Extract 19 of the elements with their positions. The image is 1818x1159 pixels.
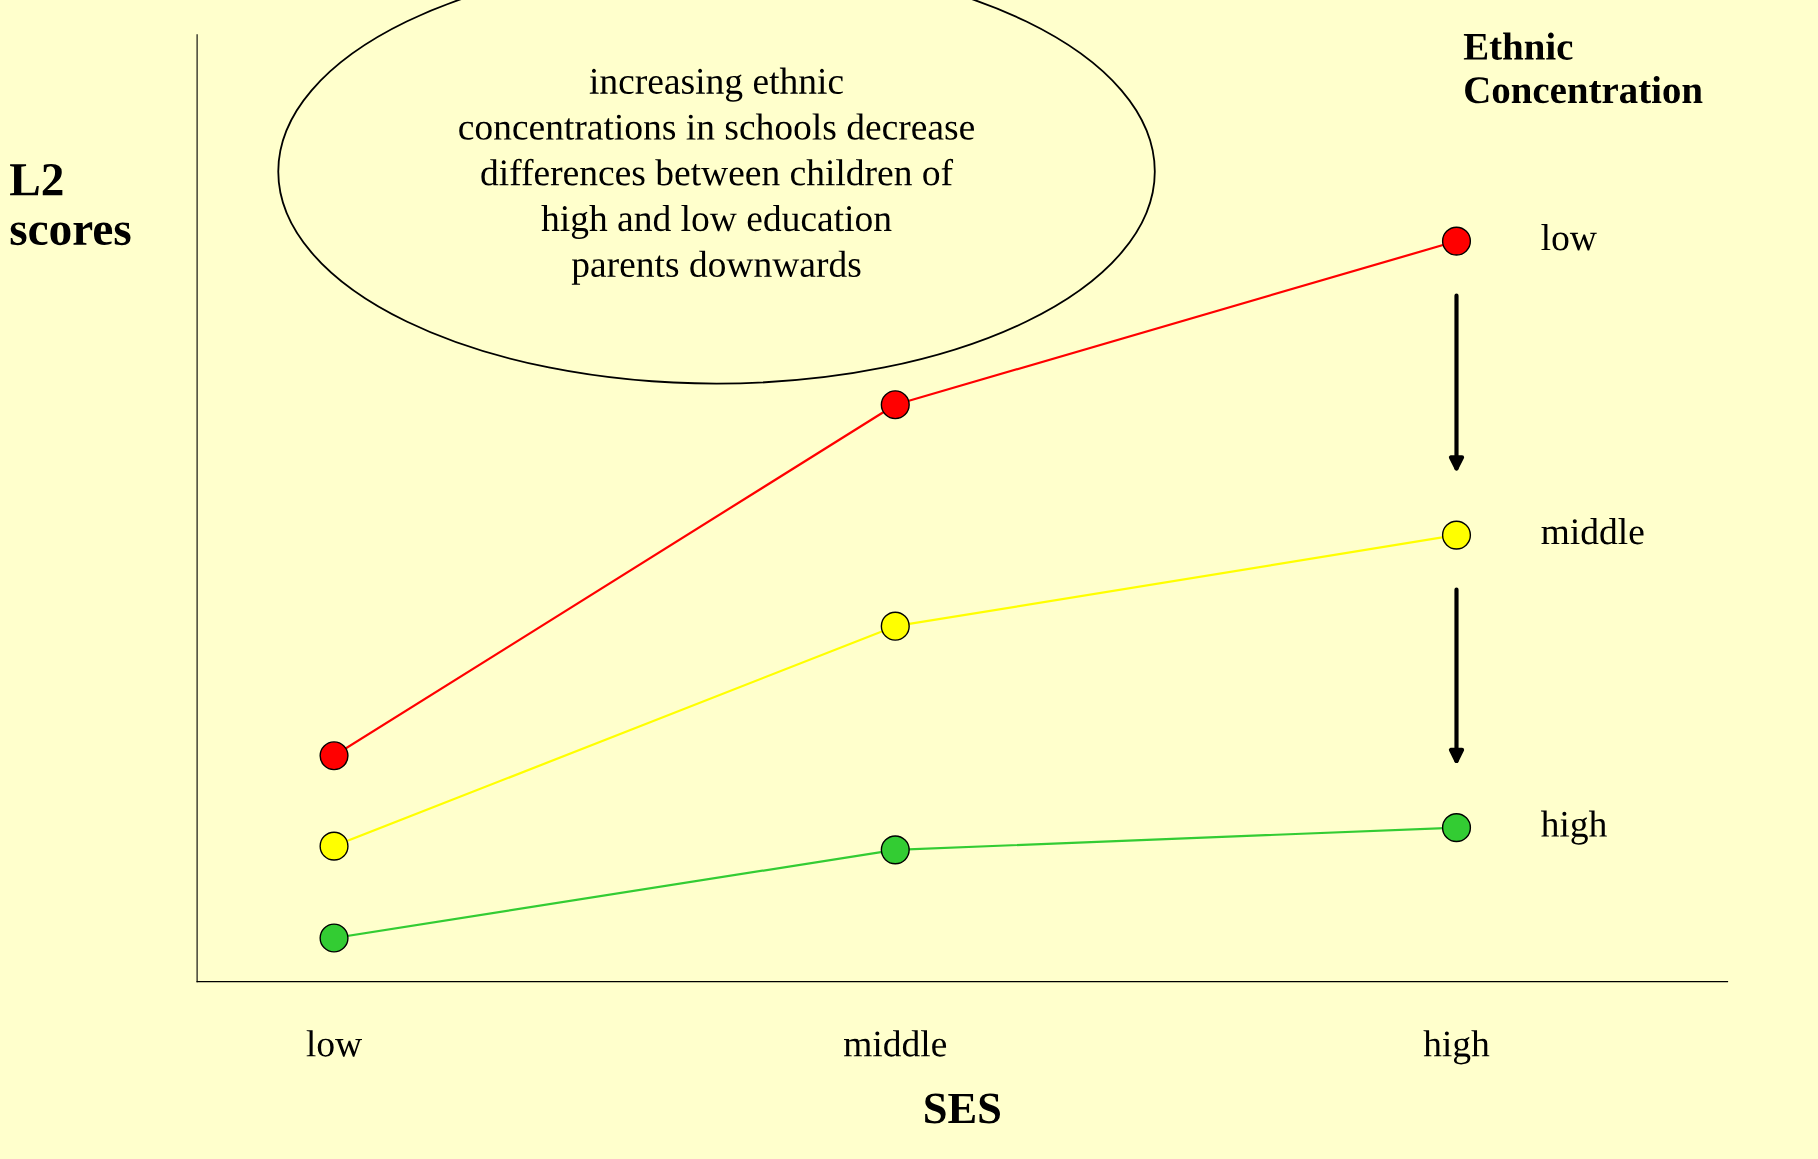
annotation: increasing ethnic concentrations in schools decrease differences between children of high and low education parents downwards — [459, 67, 974, 285]
x-axis-title: SES — [925, 1093, 1000, 1124]
series-label: middle — [1541, 518, 1644, 545]
point — [319, 831, 349, 861]
point — [880, 390, 910, 420]
point — [319, 741, 349, 771]
y-axis-title: L2 scores — [10, 164, 131, 246]
point — [1441, 520, 1472, 550]
point — [880, 835, 910, 865]
point — [1441, 813, 1472, 843]
series-label: low — [1541, 224, 1597, 251]
point — [880, 611, 910, 641]
point — [319, 923, 349, 953]
series-label: high — [1541, 810, 1607, 845]
x-tick-label: high — [1423, 1030, 1490, 1065]
x-tick-label: middle — [843, 1030, 947, 1057]
legend-title: Ethnic Concentration — [1463, 32, 1703, 104]
point — [1441, 226, 1472, 256]
x-tick-label: low — [306, 1030, 363, 1057]
